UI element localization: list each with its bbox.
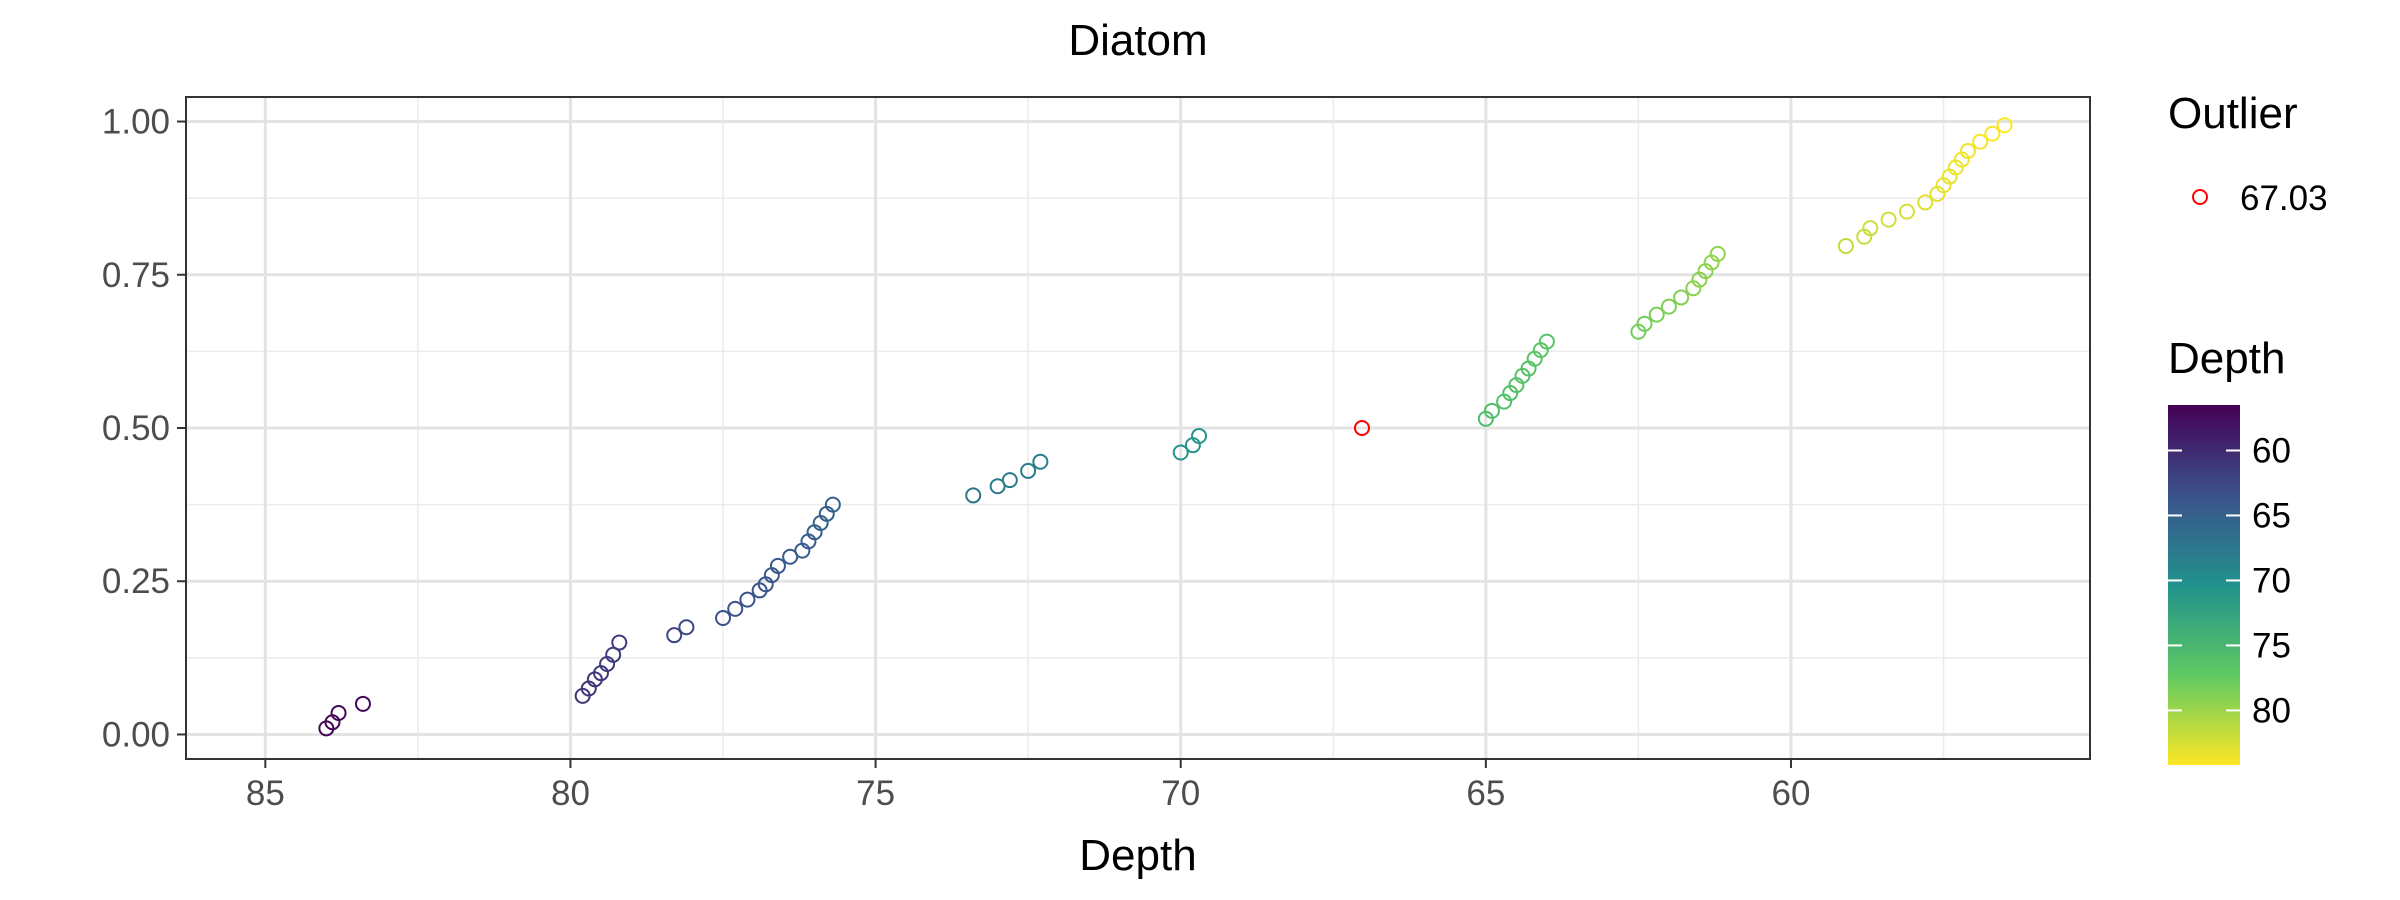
data-point: [782, 548, 799, 565]
colorbar-tick-label: 80: [2252, 691, 2291, 730]
y-tick-label: 0.25: [102, 562, 170, 601]
colorbar-tick-label: 75: [2252, 626, 2291, 665]
x-axis-title: Depth: [1079, 831, 1196, 880]
data-point: [666, 627, 683, 644]
colorbar-title: Depth: [2168, 334, 2285, 383]
depth-colorbar-legend: Depth 60 65 70 75 80: [2168, 334, 2291, 765]
colorbar-tick-label: 70: [2252, 561, 2291, 600]
data-point: [715, 610, 732, 627]
data-point: [1648, 306, 1665, 323]
data-point: [678, 619, 695, 636]
colorbar: [2168, 405, 2240, 765]
data-point: [1191, 427, 1208, 444]
colorbar-ticks: 60 65 70 75 80: [2168, 431, 2291, 730]
data-point: [330, 705, 347, 722]
y-tick-label: 0.00: [102, 715, 170, 754]
data-points: [318, 117, 2013, 737]
data-point: [1959, 142, 1976, 159]
data-point: [611, 634, 628, 651]
data-point: [605, 646, 622, 663]
data-point: [739, 591, 756, 608]
data-point: [1001, 472, 1018, 489]
data-point: [1880, 211, 1897, 228]
outlier-legend-key: [2192, 189, 2208, 205]
outlier-layer: [1353, 420, 1370, 436]
x-axis: 85 80 75 70 65 60: [246, 759, 1811, 813]
data-point: [1972, 133, 1989, 150]
data-point: [1636, 315, 1653, 332]
data-point: [1862, 220, 1879, 237]
data-point: [1996, 117, 2013, 134]
data-point: [1020, 462, 1037, 479]
data-point: [1917, 194, 1934, 211]
outlier-legend-title: Outlier: [2168, 89, 2298, 138]
data-point: [824, 496, 841, 513]
x-tick-label: 80: [551, 774, 590, 813]
chart-title: Diatom: [1068, 16, 1207, 65]
x-tick-label: 60: [1772, 774, 1811, 813]
grid-major: [186, 97, 2090, 759]
data-point: [727, 600, 744, 617]
data-point: [1032, 453, 1049, 470]
data-point: [1837, 237, 1854, 254]
y-tick-label: 0.50: [102, 409, 170, 448]
data-point: [1660, 298, 1677, 315]
data-point: [1984, 125, 2001, 142]
data-point: [1709, 245, 1726, 262]
colorbar-tick-label: 60: [2252, 431, 2291, 470]
x-tick-label: 65: [1466, 774, 1505, 813]
data-point: [1172, 444, 1189, 461]
data-point: [1483, 402, 1500, 419]
data-point: [989, 478, 1006, 495]
y-tick-label: 1.00: [102, 103, 170, 142]
data-point: [769, 557, 786, 574]
outlier-legend: Outlier 67.03: [2168, 89, 2328, 218]
data-point: [965, 487, 982, 504]
x-tick-label: 85: [246, 774, 285, 813]
outlier-point: [1353, 420, 1370, 436]
colorbar-tick-label: 65: [2252, 496, 2291, 535]
data-point: [1673, 289, 1690, 306]
data-point: [1538, 333, 1555, 350]
data-point: [1898, 203, 1915, 220]
x-tick-label: 70: [1161, 774, 1200, 813]
y-axis: 0.00 0.25 0.50 0.75 1.00: [102, 103, 186, 754]
outlier-legend-label: 67.03: [2240, 179, 2328, 218]
y-tick-label: 0.75: [102, 256, 170, 295]
data-point: [354, 695, 371, 712]
x-tick-label: 75: [856, 774, 895, 813]
